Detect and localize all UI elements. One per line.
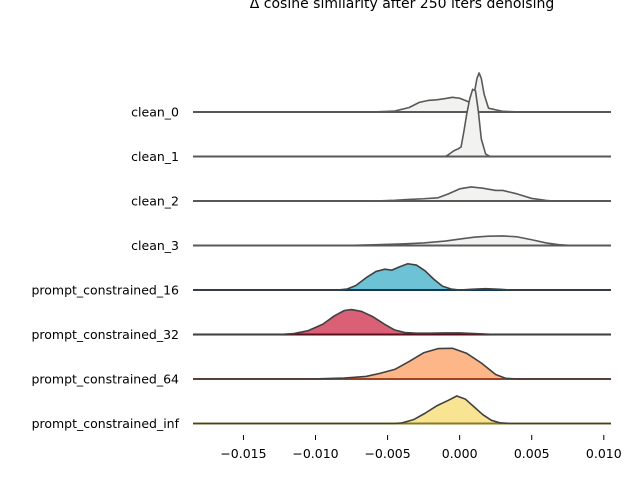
- ridge-clean_2: [193, 186, 611, 202]
- ridge-fill-prompt_constrained_16: [193, 263, 611, 290]
- row-label-clean_1: clean_1: [131, 149, 179, 164]
- ridge-prompt_constrained_32: [193, 308, 611, 336]
- ridge-fill-prompt_constrained_32: [193, 309, 611, 335]
- ridge-fill-clean_1: [193, 89, 611, 157]
- ridge-fill-clean_3: [193, 235, 611, 246]
- ridge-curve-prompt_constrained_64: [193, 347, 611, 380]
- ridge-prompt_constrained_16: [193, 262, 611, 291]
- x-tick-label: −0.010: [292, 446, 338, 461]
- x-axis: −0.015 −0.010 −0.005 0.000 0.005 0.010: [220, 435, 622, 461]
- ridge-curve-prompt_constrained_32: [193, 308, 611, 336]
- row-label-clean_0: clean_0: [131, 105, 179, 120]
- ridge-curve-clean_0: [193, 72, 611, 113]
- ridge-curve-clean_1: [193, 88, 611, 158]
- ridge-fill-prompt_constrained_64: [193, 348, 611, 379]
- ridge-fill-clean_0: [193, 72, 611, 112]
- ridge-prompt_constrained_inf: [193, 395, 611, 425]
- row-label-clean_3: clean_3: [131, 238, 179, 253]
- ridge-curve-clean_3: [193, 235, 611, 247]
- ridge-curve-clean_2: [193, 186, 611, 202]
- x-tick-label: −0.005: [364, 446, 410, 461]
- row-label-clean_2: clean_2: [131, 194, 179, 209]
- chart-title: Δ cosine similarity after 250 iters deno…: [250, 0, 554, 12]
- row-label-prompt_constrained_16: prompt_constrained_16: [31, 283, 179, 298]
- ridge-fill-clean_2: [193, 186, 611, 201]
- ridge-clean_1: [193, 88, 611, 158]
- ridge-fill-prompt_constrained_inf: [193, 395, 611, 424]
- row-label-prompt_constrained_inf: prompt_constrained_inf: [32, 416, 180, 431]
- row-label-prompt_constrained_64: prompt_constrained_64: [31, 372, 179, 387]
- x-tick-label: 0.005: [514, 446, 550, 461]
- ridges-group: [193, 72, 611, 425]
- ridge-clean_3: [193, 235, 611, 247]
- ridge-curve-prompt_constrained_inf: [193, 395, 611, 425]
- x-tick-label: 0.000: [442, 446, 478, 461]
- ridge-prompt_constrained_64: [193, 347, 611, 380]
- row-labels-group: clean_0 clean_1 clean_2 clean_3 prompt_const…: [31, 105, 179, 432]
- ridge-curve-prompt_constrained_16: [193, 262, 611, 291]
- x-tick-label: −0.015: [220, 446, 266, 461]
- ridge-clean_0: [193, 72, 611, 113]
- row-label-prompt_constrained_32: prompt_constrained_32: [31, 327, 179, 342]
- x-tick-label: 0.010: [586, 446, 622, 461]
